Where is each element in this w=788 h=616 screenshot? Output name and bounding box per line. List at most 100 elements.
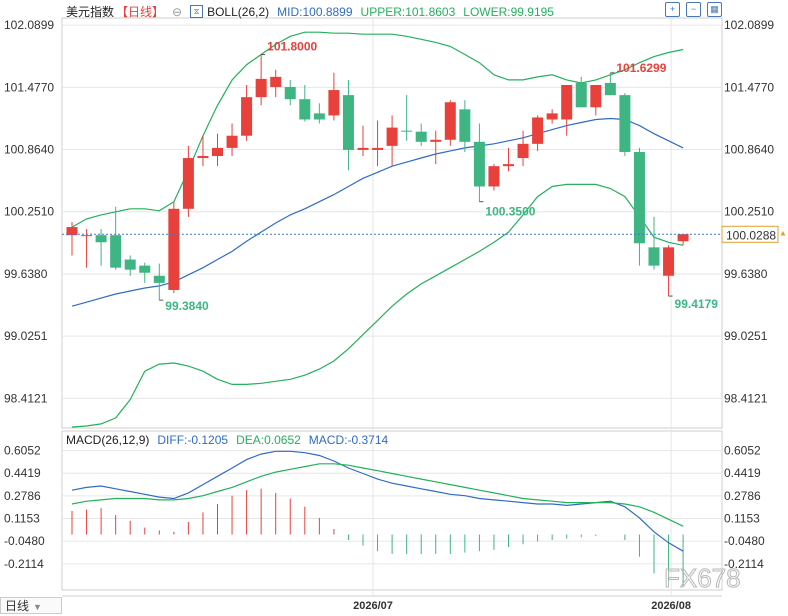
price-tick-right: 100.2510 [724, 205, 774, 219]
macd-label: MACD(26,12,9) [66, 433, 150, 447]
price-tick-right: 101.4770 [724, 80, 774, 94]
zoom-in-icon[interactable]: + [665, 2, 680, 17]
candle-body [66, 227, 78, 236]
period-selector[interactable]: 日线 ▼ [0, 597, 62, 614]
main-panel-frame [61, 17, 723, 429]
candle-body [182, 158, 194, 209]
candle-body [110, 235, 122, 268]
price-tick-left: 101.4770 [4, 80, 54, 94]
candle-body [401, 130, 413, 132]
price-marker-icon: ▲ [779, 228, 787, 237]
macd-header: MACD(26,12,9) DIFF:-0.1205 DEA:0.0652 MA… [66, 433, 388, 447]
macd-dea-value: DEA:0.0652 [236, 433, 301, 447]
candle-body [168, 208, 180, 290]
price-tick-left: 100.8640 [4, 143, 54, 157]
macd-tick-right: 0.6052 [724, 444, 761, 458]
candle-body [153, 275, 165, 283]
macd-tick-left: 0.1153 [4, 512, 40, 526]
boll-label: BOLL(26,2) [207, 4, 270, 19]
candle-body [532, 117, 544, 144]
period-label[interactable]: 【日线】 [116, 5, 165, 19]
price-tick-right: 98.4121 [724, 391, 768, 405]
candle-body [473, 141, 485, 187]
candle-body [124, 259, 136, 270]
candle-body [372, 147, 384, 150]
annotation-label: 101.6299 [616, 61, 666, 75]
indicator-icon[interactable]: ⧖ [190, 5, 204, 18]
last-price-value: 100.0288 [726, 228, 776, 242]
candle-body [139, 265, 151, 273]
candle-body [313, 113, 325, 120]
macd-diff-line [71, 450, 684, 552]
macd-tick-left: 0.2786 [4, 489, 41, 503]
price-tick-left: 100.2510 [4, 205, 54, 219]
candle-body [81, 235, 93, 237]
candle-body [517, 143, 529, 159]
macd-tick-right: -0.2114 [724, 557, 764, 571]
candle-body [663, 247, 675, 276]
annotation-label: 101.8000 [267, 40, 317, 54]
boll-lower-line [71, 183, 684, 428]
candle-body [444, 102, 456, 140]
main-header: 美元指数 【日线】 ⊖ ⧖ BOLL(26,2) MID:100.8899 UP… [66, 3, 554, 20]
candle-body [299, 99, 311, 120]
macd-tick-left: 0.6052 [4, 444, 41, 458]
candle-body [619, 95, 631, 152]
candle-body [430, 139, 442, 142]
price-tick-left: 99.6380 [4, 267, 48, 281]
grid-icon[interactable]: ▦ [707, 2, 722, 17]
candle-body [415, 131, 427, 142]
candle-body [488, 166, 500, 187]
macd-tick-left: 0.4419 [4, 466, 41, 480]
candle-body [226, 135, 238, 148]
price-tick-right: 102.0899 [724, 18, 774, 32]
macd-tick-left: -0.0480 [4, 534, 45, 548]
price-tick-left: 99.0251 [4, 329, 48, 343]
watermark-logo: FX678 [664, 563, 741, 593]
candle-body [546, 113, 558, 120]
symbol-name: 美元指数 [66, 5, 115, 19]
annotation-label: 100.3500 [485, 205, 535, 219]
candle-body [386, 127, 398, 146]
candle-body [604, 82, 616, 96]
x-tick-label: 2026/08 [651, 600, 691, 612]
candle-body [255, 78, 267, 98]
price-tick-left: 98.4121 [4, 391, 48, 405]
candle-body [633, 151, 645, 244]
candle-body [575, 82, 587, 108]
x-tick-label: 2026/07 [353, 600, 393, 612]
macd-tick-right: 0.2786 [724, 489, 761, 503]
macd-diff-value: DIFF:-0.1205 [157, 433, 229, 447]
macd-panel-frame [61, 430, 723, 591]
macd-tick-right: 0.4419 [724, 466, 761, 480]
price-tick-right: 100.8640 [724, 143, 774, 157]
candle-body [241, 97, 253, 136]
candle-body [459, 109, 471, 142]
settings-icon[interactable]: ⊖ [172, 4, 183, 19]
period-selector-label: 日线 [5, 599, 30, 613]
candle-body [648, 247, 660, 266]
zoom-out-icon[interactable]: − [686, 2, 701, 17]
candle-body [503, 164, 514, 167]
candle-body [284, 87, 296, 100]
candle-body [95, 235, 107, 243]
macd-hist-value: MACD:-0.3714 [308, 433, 389, 447]
annotation-label: 99.4179 [675, 297, 719, 311]
macd-tick-left: -0.2114 [4, 557, 44, 571]
macd-dea-line [71, 463, 684, 527]
candle-body [270, 76, 282, 88]
candle-body [677, 234, 689, 242]
candle-body [197, 156, 209, 159]
macd-tick-right: -0.0480 [724, 534, 765, 548]
price-tick-left: 102.0899 [4, 18, 54, 32]
price-tick-right: 99.6380 [724, 267, 768, 281]
last-price-tag [721, 225, 779, 243]
chevron-down-icon: ▼ [33, 602, 42, 612]
boll-lower-value: LOWER:99.9195 [463, 4, 554, 19]
boll-mid-value: MID:100.8899 [277, 4, 353, 19]
price-tick-right: 99.0251 [724, 329, 768, 343]
candle-body [357, 147, 369, 150]
candle-body [342, 95, 354, 150]
candle-body [561, 84, 573, 120]
